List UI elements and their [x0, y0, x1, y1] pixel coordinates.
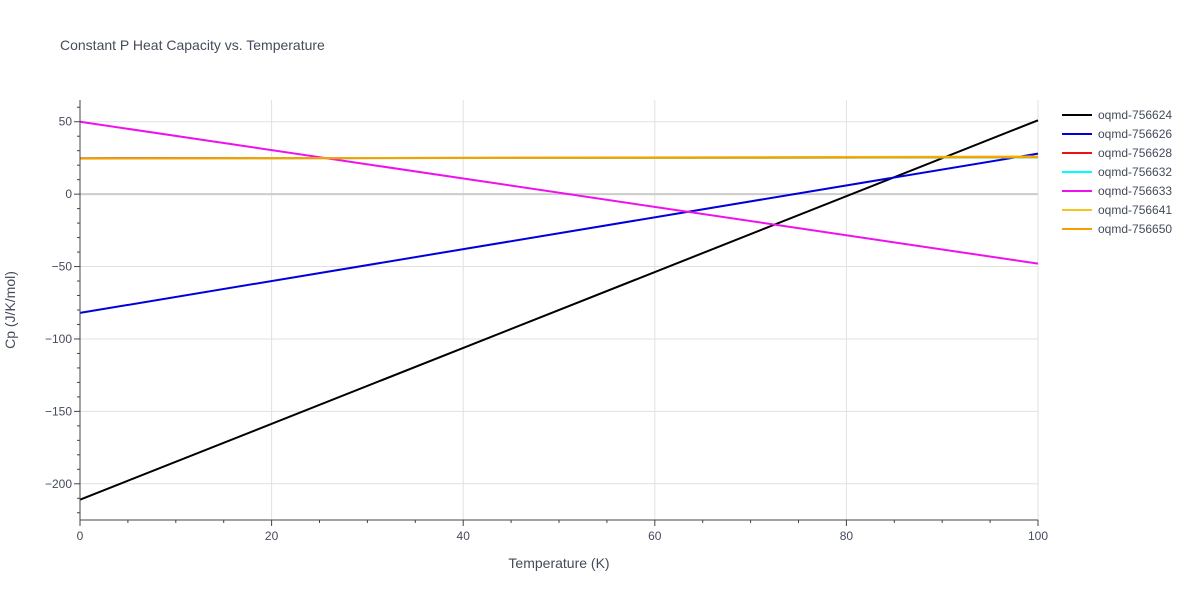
x-axis-label: Temperature (K) [508, 555, 609, 571]
series-line-oqmd-756624[interactable] [79, 119, 1039, 501]
legend-label: oqmd-756633 [1098, 184, 1172, 198]
chart-title: Constant P Heat Capacity vs. Temperature [60, 37, 325, 53]
x-tick-label: 80 [840, 529, 854, 543]
legend-item-oqmd-756626[interactable]: oqmd-756626 [1062, 127, 1172, 141]
y-tick-label: 0 [65, 187, 72, 201]
legend[interactable]: oqmd-756624 oqmd-756626 oqmd-756628 oqmd-75… [1062, 108, 1172, 236]
legend-label: oqmd-756626 [1098, 127, 1172, 141]
legend-item-oqmd-756624[interactable]: oqmd-756624 [1062, 108, 1172, 122]
y-axis-label: Cp (J/K/mol) [2, 271, 18, 349]
legend-item-oqmd-756628[interactable]: oqmd-756628 [1062, 146, 1172, 160]
y-tick-label: −50 [52, 260, 73, 274]
x-tick-label: 100 [1028, 529, 1048, 543]
legend-label: oqmd-756650 [1098, 222, 1172, 236]
series-lines [79, 119, 1039, 501]
legend-item-oqmd-756632[interactable]: oqmd-756632 [1062, 165, 1172, 179]
y-tick-label: 50 [59, 115, 73, 129]
series-line-oqmd-756650[interactable] [79, 156, 1039, 160]
y-tick-label: −200 [45, 477, 72, 491]
y-tick-label: −150 [45, 404, 72, 418]
legend-item-oqmd-756641[interactable]: oqmd-756641 [1062, 203, 1172, 217]
x-tick-label: 0 [77, 529, 84, 543]
legend-item-oqmd-756650[interactable]: oqmd-756650 [1062, 222, 1172, 236]
axes: 0 20 40 60 80 100 −200 −150 −100 −50 0 50 [45, 100, 1048, 543]
legend-item-oqmd-756633[interactable]: oqmd-756633 [1062, 184, 1172, 198]
legend-label: oqmd-756641 [1098, 203, 1172, 217]
legend-label: oqmd-756632 [1098, 165, 1172, 179]
x-tick-label: 60 [648, 529, 662, 543]
x-tick-label: 40 [457, 529, 471, 543]
x-tick-label: 20 [265, 529, 279, 543]
grid [80, 100, 1039, 520]
series-line-oqmd-756633[interactable] [79, 120, 1039, 265]
legend-label: oqmd-756624 [1098, 108, 1172, 122]
legend-label: oqmd-756628 [1098, 146, 1172, 160]
series-line-oqmd-756626[interactable] [79, 152, 1039, 314]
y-tick-label: −100 [45, 332, 72, 346]
